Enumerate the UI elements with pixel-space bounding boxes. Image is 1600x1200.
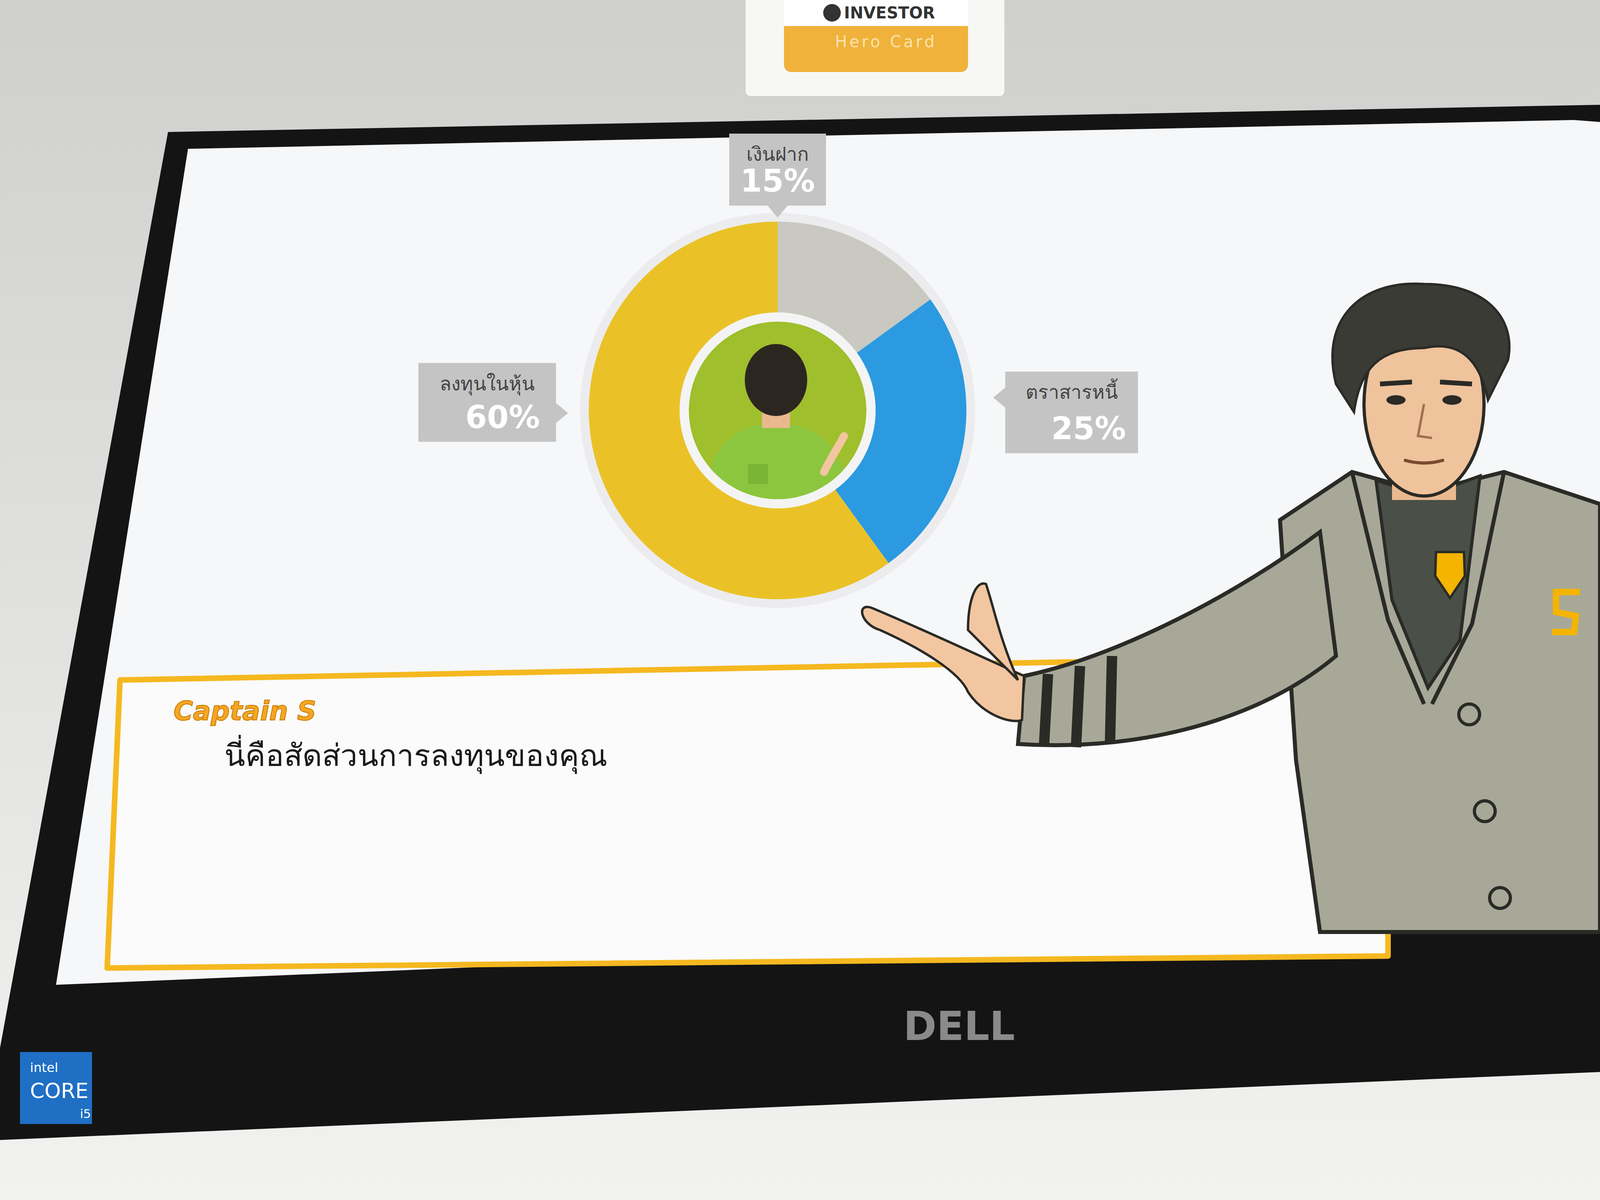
lapels — [1352, 472, 1504, 704]
donut-hole — [679, 312, 876, 509]
background — [0, 0, 1600, 1200]
tie-knot — [1435, 552, 1465, 598]
badge — [1552, 592, 1580, 632]
button — [1458, 704, 1480, 725]
value-label: 60% — [465, 399, 540, 436]
category-label: เงินฝาก — [746, 142, 809, 166]
label-tail — [767, 205, 788, 218]
cpu-sticker — [20, 1052, 92, 1124]
avatar-shirt — [704, 424, 852, 504]
label-tail — [556, 403, 568, 424]
scene: INVESTOR Hero Card เงินฝาก15% ตราสารหนี้ 25%… — [0, 0, 1600, 1200]
avatar-hand — [824, 436, 844, 472]
label-box — [729, 133, 826, 206]
nose — [1418, 404, 1432, 438]
hero-card-band — [784, 0, 968, 26]
eye — [1386, 395, 1406, 405]
suit-body — [1280, 472, 1600, 932]
button — [1489, 887, 1511, 909]
dialog-message: นี่คือสัดส่วนการลงทุนของคุณ — [224, 734, 608, 774]
category-label: ตราสารหนี้ — [1025, 378, 1118, 404]
avatar-head — [744, 344, 808, 416]
hero-card — [784, 0, 968, 72]
character — [862, 283, 1600, 932]
category-label: ลงทุนในหุ้น — [439, 372, 535, 396]
hair — [1332, 283, 1510, 412]
page-root: INVESTOR Hero Card เงินฝาก15% ตราสารหนี้ 25%… — [0, 0, 1600, 1200]
donut-shadow-ring — [580, 212, 976, 608]
hand — [862, 606, 1024, 721]
button — [1474, 800, 1496, 822]
sticker-text: i5 — [80, 1106, 91, 1121]
card-holder — [744, 0, 1006, 97]
sticker-text: intel — [30, 1060, 58, 1076]
donut-slices — [588, 221, 967, 600]
card-brand: INVESTOR — [844, 3, 936, 22]
label-tail — [993, 387, 1006, 408]
screen — [56, 120, 1600, 985]
label-box — [418, 363, 556, 442]
monitor-brand: DELL — [903, 1002, 1016, 1050]
eyebrows — [1380, 382, 1472, 384]
value-label: 25% — [1051, 410, 1126, 447]
donut-slice — [588, 221, 889, 600]
card-subtitle: Hero Card — [834, 32, 937, 51]
mouth — [1404, 460, 1444, 464]
cuff-stripes — [1044, 656, 1112, 748]
thumb — [968, 583, 1018, 680]
label-box — [1005, 371, 1138, 454]
sticker-text: CORE — [30, 1078, 89, 1103]
value-label: 15% — [740, 162, 816, 199]
speaker-name: Captain S — [173, 695, 316, 727]
avatar — [688, 321, 867, 504]
card-logo — [823, 4, 841, 22]
shirt — [1376, 476, 1480, 688]
eye — [1442, 395, 1462, 405]
data-labels: เงินฝาก15% ตราสารหนี้ 25% ลงทุนในหุ้น 60% — [418, 133, 1138, 454]
sleeve — [1018, 532, 1336, 746]
avatar-pocket — [748, 464, 768, 484]
monitor-bezel — [0, 104, 1600, 1140]
